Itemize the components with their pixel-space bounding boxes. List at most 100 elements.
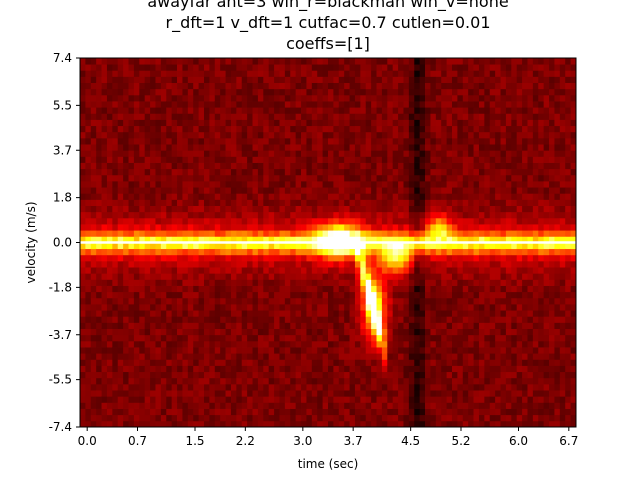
heatmap-cell [198,156,205,163]
heatmap-cell [376,322,383,329]
heatmap-cell [484,377,491,385]
heatmap-cell [150,174,156,182]
heatmap-cell [90,359,97,366]
heatmap-cell [430,168,437,176]
heatmap-cell [284,291,291,299]
heatmap-cell [274,162,280,170]
heatmap-cell [365,242,372,250]
heatmap-cell [177,64,183,71]
heatmap-cell [236,64,243,71]
heatmap-cell [295,58,302,65]
heatmap-cell [247,137,253,145]
heatmap-cell [96,310,102,317]
heatmap-cell [295,310,302,317]
heatmap-cell [306,408,313,416]
heatmap-cell [193,334,200,342]
heatmap-cell [160,181,167,188]
heatmap-cell [204,137,210,145]
heatmap-cell [257,181,264,188]
heatmap-cell [96,279,102,286]
heatmap-cell [365,107,372,114]
heatmap-cell [90,310,97,317]
heatmap-cell [225,322,232,329]
heatmap-cell [376,396,383,403]
heatmap-cell [160,82,167,90]
heatmap-cell [150,285,156,293]
heatmap-cell [106,316,113,323]
heatmap-cell [457,94,464,102]
heatmap-cell [500,267,507,274]
heatmap-cell [478,101,485,108]
heatmap-cell [408,131,415,139]
heatmap-cell [371,211,377,219]
heatmap-cell [398,273,404,280]
heatmap-cell [150,144,156,151]
heatmap-cell [328,402,334,409]
heatmap-cell [263,347,270,354]
heatmap-cell [166,390,173,397]
heatmap-cell [317,76,324,83]
heatmap-cell [284,334,291,342]
heatmap-cell [328,254,334,262]
heatmap-cell [214,205,221,213]
heatmap-cell [457,113,464,120]
heatmap-cell [230,316,237,323]
heatmap-cell [489,291,496,299]
heatmap-cell [230,371,237,379]
heatmap-cell [274,193,280,200]
heatmap-cell [419,113,426,120]
heatmap-cell [150,150,156,157]
heatmap-cell [457,168,464,176]
heatmap-cell [457,88,464,96]
heatmap-cell [516,224,523,231]
heatmap-cell [419,297,426,305]
heatmap-cell [387,347,394,354]
heatmap-cell [241,76,248,83]
heatmap-cell [484,291,491,299]
heatmap-cell [96,273,102,280]
heatmap-cell [117,199,124,206]
heatmap-cell [112,328,119,336]
heatmap-cell [338,230,345,237]
heatmap-cell [505,340,512,348]
heatmap-cell [177,94,183,102]
heatmap-cell [106,390,113,397]
heatmap-cell [80,322,86,329]
heatmap-cell [376,193,383,200]
heatmap-cell [117,359,124,366]
heatmap-cell [403,181,410,188]
heatmap-cell [381,70,388,77]
heatmap-cell [101,396,108,403]
heatmap-cell [317,304,324,311]
heatmap-cell [252,76,259,83]
heatmap-cell [279,88,286,96]
heatmap-cell [344,377,350,385]
heatmap-cell [90,371,97,379]
heatmap-cell [354,94,361,102]
heatmap-cell [354,58,361,65]
heatmap-cell [241,248,248,256]
heatmap-cell [403,187,410,194]
heatmap-cell [106,131,113,139]
heatmap-cell [311,101,318,108]
heatmap-cell [80,236,86,243]
heatmap-cell [484,408,491,416]
heatmap-cell [290,396,297,403]
heatmap-cell [511,76,518,83]
heatmap-cell [473,408,480,416]
heatmap-cell [408,205,415,213]
heatmap-cell [333,224,340,231]
heatmap-cell [230,310,237,317]
heatmap-cell [301,168,307,176]
heatmap-cell [408,119,415,127]
heatmap-cell [398,328,404,336]
heatmap-cell [354,297,361,305]
heatmap-cell [198,260,205,268]
heatmap-cell [187,353,194,360]
heatmap-cell [193,297,200,305]
heatmap-cell [430,199,437,206]
heatmap-cell [446,267,453,274]
heatmap-cell [284,267,291,274]
heatmap-cell [522,285,528,293]
heatmap-cell [306,383,313,391]
